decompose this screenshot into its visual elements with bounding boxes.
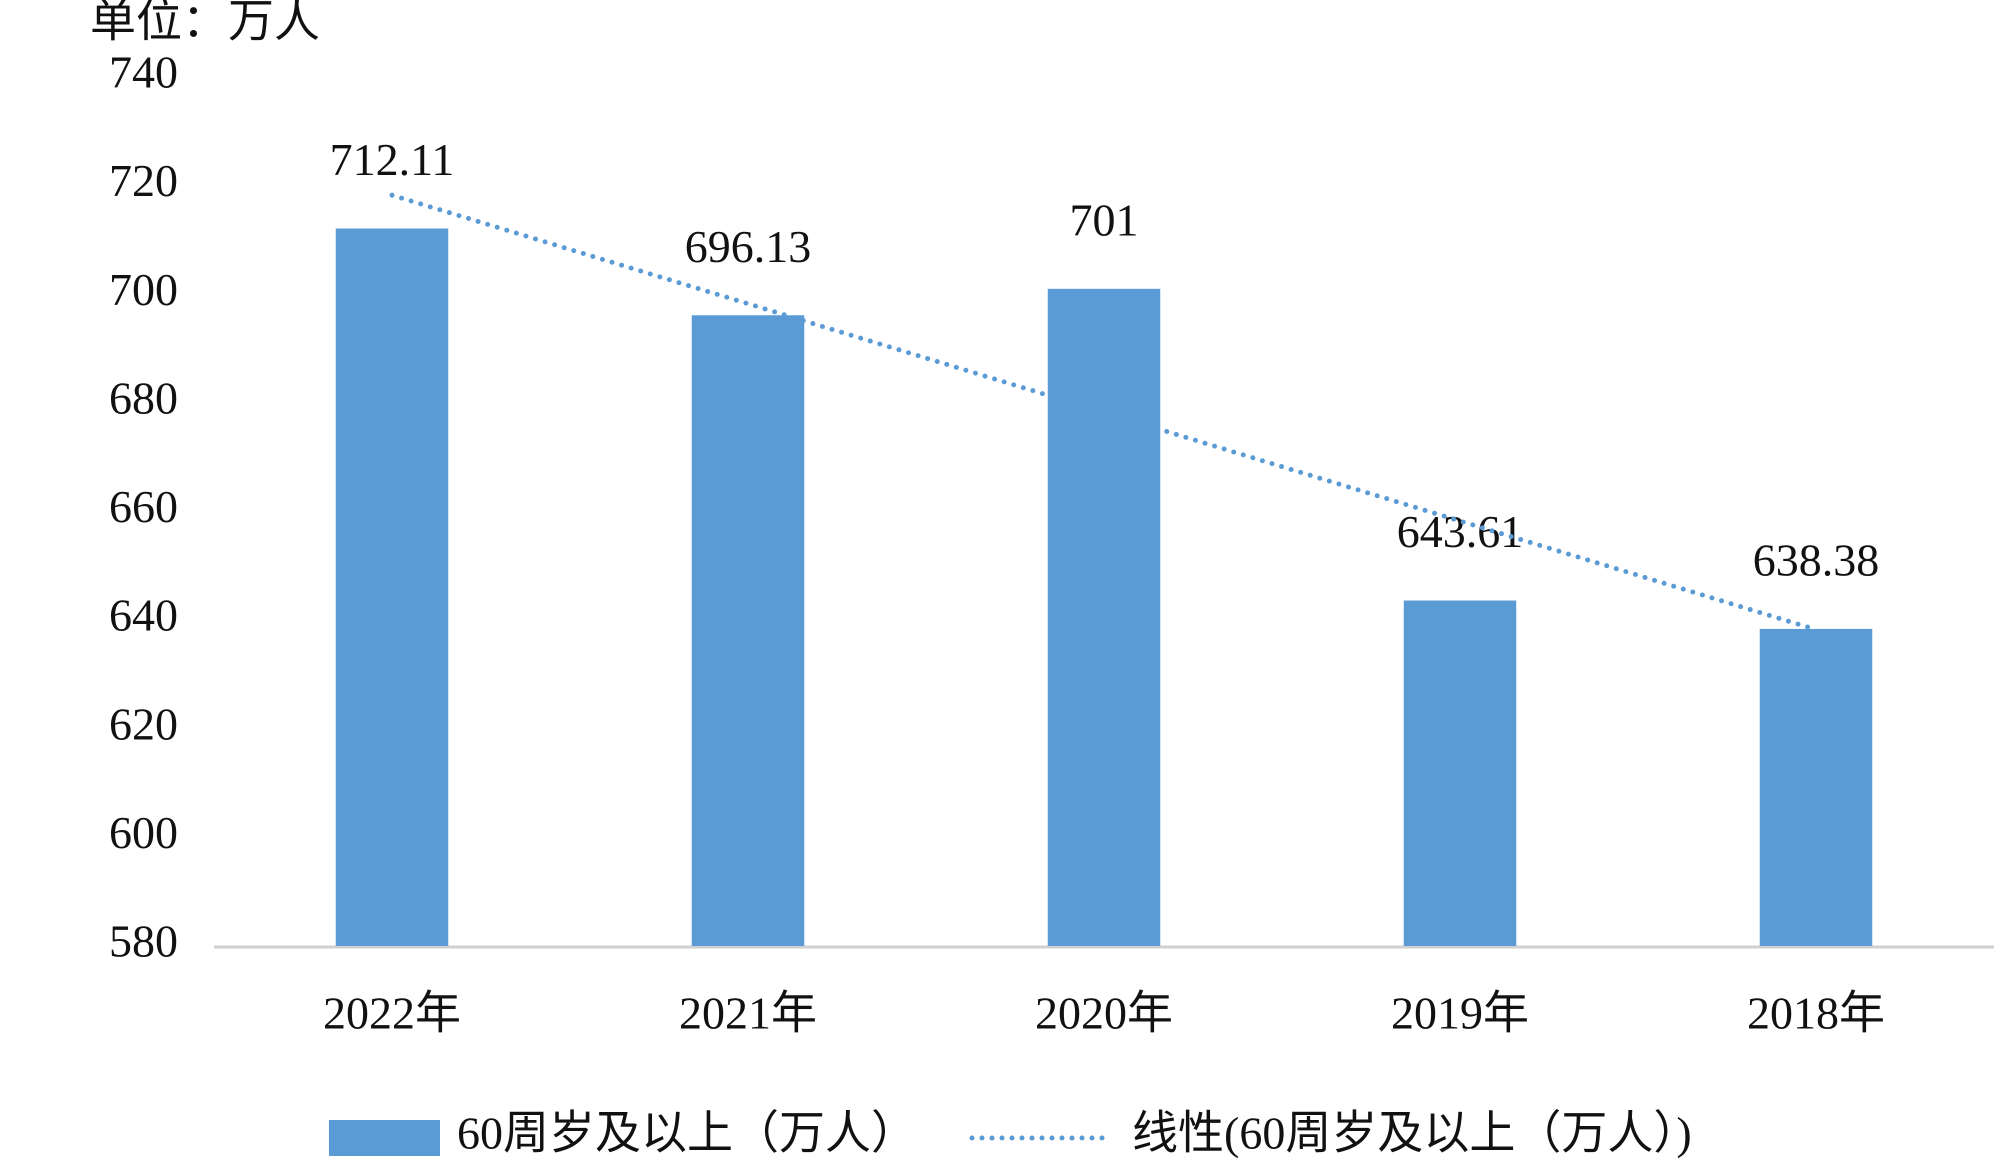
legend-swatch [329,1120,440,1156]
legend-label: 60周岁及以上（万人） [457,1108,917,1159]
y-tick-label: 580 [109,916,178,967]
x-tick-label: 2019年 [1391,988,1529,1039]
value-label: 712.11 [330,134,455,185]
y-tick-label: 680 [109,372,178,423]
bar [1047,288,1161,947]
x-tick-label: 2022年 [323,988,461,1039]
y-tick-label: 720 [109,155,178,206]
bar [1759,628,1873,946]
value-label: 643.61 [1397,506,1524,557]
x-tick-label: 2021年 [679,988,817,1039]
y-tick-label: 600 [109,807,178,858]
y-tick-label: 660 [109,481,178,532]
value-label: 638.38 [1753,534,1880,585]
bar [335,228,449,947]
unit-label: 单位：万人 [90,0,320,47]
bar [1403,600,1517,946]
x-tick-label: 2020年 [1035,988,1173,1039]
legend-label: 线性(60周岁及以上（万人）) [1132,1108,1692,1159]
trend-line [389,192,1819,633]
x-tick-label: 2018年 [1747,988,1885,1039]
value-label: 696.13 [685,221,812,272]
y-tick-label: 640 [109,590,178,641]
bar [691,315,805,947]
y-tick-label: 740 [109,47,178,98]
value-label: 701 [1070,194,1139,245]
y-tick-label: 620 [109,698,178,749]
y-tick-label: 700 [109,264,178,315]
